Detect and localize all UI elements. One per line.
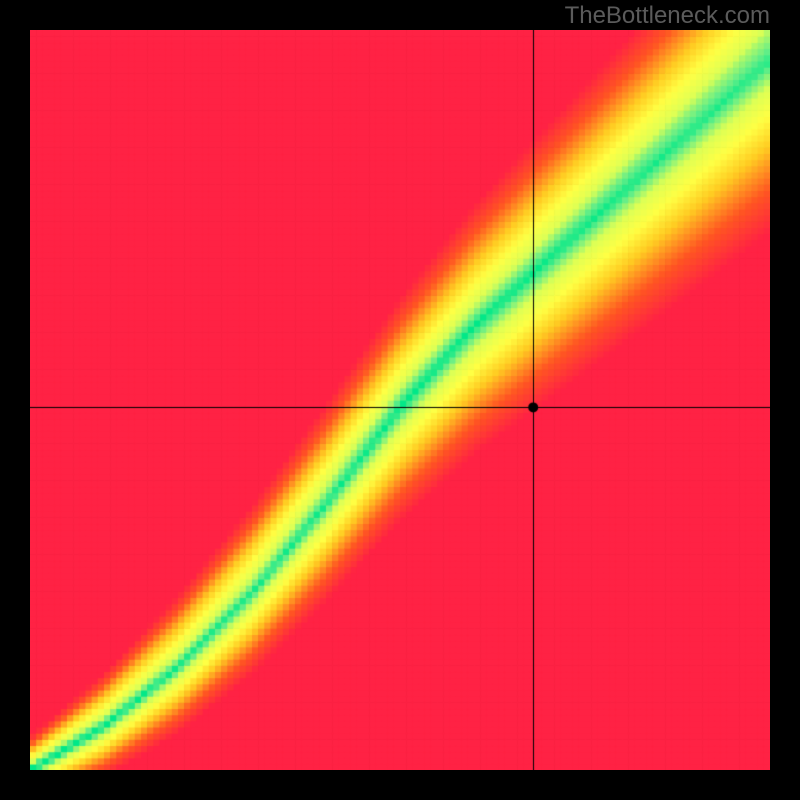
root-container: TheBottleneck.com <box>0 0 800 800</box>
watermark-text: TheBottleneck.com <box>565 2 770 30</box>
bottleneck-heatmap <box>30 30 770 770</box>
heatmap-canvas <box>30 30 770 770</box>
